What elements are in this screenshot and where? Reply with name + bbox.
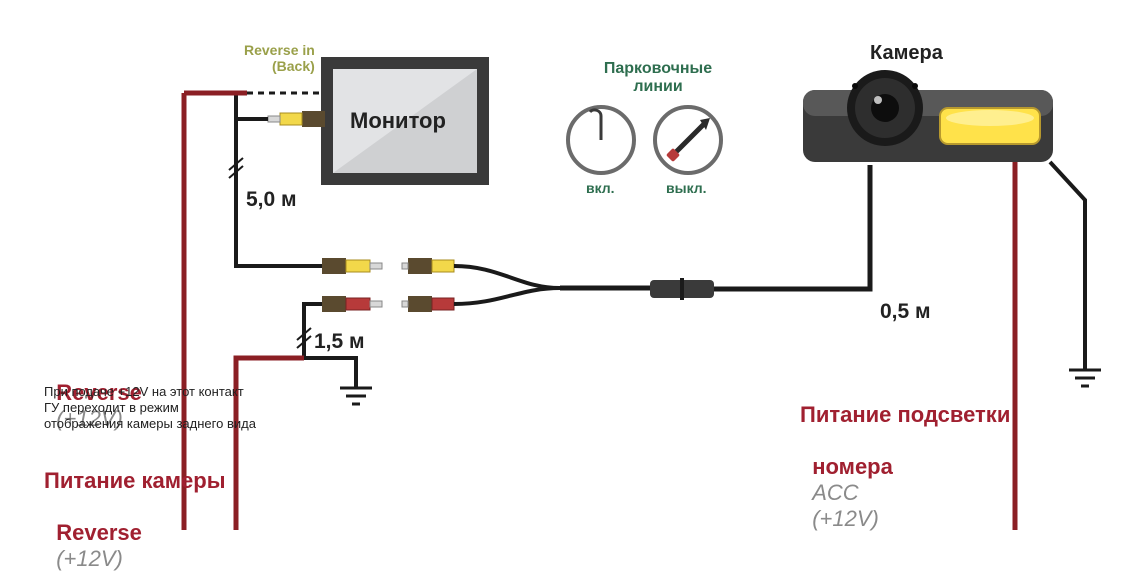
reverse-in-line1: Reverse in (244, 42, 315, 58)
length-0_5m: 0,5 м (880, 300, 931, 324)
parking-lines-circles (568, 107, 721, 173)
reverse-note-1: При подаче +12V на этот контакт (44, 384, 244, 399)
ground-symbol-left (340, 388, 372, 404)
camera-power-line2-voltage: (+12V) (56, 546, 123, 571)
camera-power-line2: Reverse (+12V) (44, 494, 142, 572)
reverse-in-line2: (Back) (272, 58, 315, 74)
plate-light-line2: номера ACC (+12V) (800, 428, 893, 532)
monitor-label: Монитор (350, 108, 446, 134)
ground-symbol-right (1069, 370, 1101, 386)
inline-connector (650, 278, 714, 300)
parking-on-label: вкл. (586, 180, 615, 196)
rca-pair-red (322, 296, 454, 312)
plate-light-line2-voltage: (+12V) (812, 506, 879, 531)
plate-light-line1: Питание подсветки (800, 402, 1010, 428)
camera-power-line1: Питание камеры (44, 468, 226, 494)
wire-camera-tail (714, 165, 870, 289)
reverse-note-3: отображения камеры заднего вида (44, 416, 256, 431)
camera-title: Камера (870, 42, 943, 65)
camera-power-line2-label: Reverse (56, 520, 142, 545)
length-1_5m: 1,5 м (314, 330, 365, 354)
plate-light-line2-acc: ACC (812, 480, 858, 505)
plate-light-line2-label: номера (812, 454, 893, 479)
wire-camera-power (236, 358, 304, 530)
diagram-svg (0, 0, 1132, 539)
rca-pair-yellow (322, 258, 454, 274)
parking-lines-title: Парковочные линии (588, 60, 728, 96)
reverse-note-2: ГУ переходит в режим (44, 400, 179, 415)
camera-unit (803, 70, 1053, 162)
rca-yellow-to-monitor (268, 111, 325, 127)
parking-off-label: выкл. (666, 180, 707, 196)
length-5m: 5,0 м (246, 188, 297, 212)
